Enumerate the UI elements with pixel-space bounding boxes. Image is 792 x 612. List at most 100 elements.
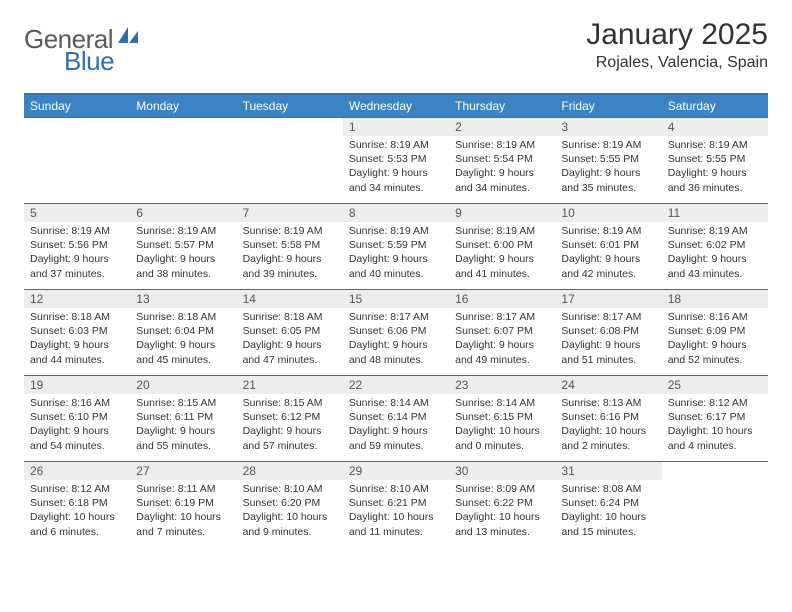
day-detail-line: Daylight: 9 hours [136, 424, 230, 438]
day-detail-line: and 49 minutes. [455, 353, 549, 367]
calendar-week-row: 1Sunrise: 8:19 AMSunset: 5:53 PMDaylight… [24, 118, 768, 204]
day-detail-line: Sunset: 6:18 PM [30, 496, 124, 510]
day-number: 3 [555, 118, 661, 136]
day-detail-line: Sunset: 6:14 PM [349, 410, 443, 424]
day-details: Sunrise: 8:16 AMSunset: 6:10 PMDaylight:… [24, 394, 130, 457]
calendar-week-row: 26Sunrise: 8:12 AMSunset: 6:18 PMDayligh… [24, 462, 768, 548]
day-details: Sunrise: 8:18 AMSunset: 6:03 PMDaylight:… [24, 308, 130, 371]
day-detail-line: and 43 minutes. [668, 267, 762, 281]
weekday-header: Saturday [662, 94, 768, 118]
day-details: Sunrise: 8:10 AMSunset: 6:20 PMDaylight:… [237, 480, 343, 543]
day-number: 10 [555, 204, 661, 222]
day-detail-line: Sunrise: 8:15 AM [243, 396, 337, 410]
day-number [130, 118, 236, 136]
day-details: Sunrise: 8:13 AMSunset: 6:16 PMDaylight:… [555, 394, 661, 457]
day-details: Sunrise: 8:17 AMSunset: 6:08 PMDaylight:… [555, 308, 661, 371]
day-detail-line: Sunrise: 8:16 AM [668, 310, 762, 324]
day-detail-line: Sunrise: 8:09 AM [455, 482, 549, 496]
weekday-header: Tuesday [237, 94, 343, 118]
day-number: 24 [555, 376, 661, 394]
day-detail-line: Daylight: 10 hours [243, 510, 337, 524]
day-detail-line: Daylight: 9 hours [243, 424, 337, 438]
calendar-body: 1Sunrise: 8:19 AMSunset: 5:53 PMDaylight… [24, 118, 768, 548]
calendar-day-cell: 28Sunrise: 8:10 AMSunset: 6:20 PMDayligh… [237, 462, 343, 548]
day-detail-line: Sunrise: 8:10 AM [243, 482, 337, 496]
day-details: Sunrise: 8:14 AMSunset: 6:15 PMDaylight:… [449, 394, 555, 457]
day-details: Sunrise: 8:19 AMSunset: 5:54 PMDaylight:… [449, 136, 555, 199]
day-detail-line: Sunset: 6:20 PM [243, 496, 337, 510]
day-detail-line: and 51 minutes. [561, 353, 655, 367]
day-number: 15 [343, 290, 449, 308]
calendar-week-row: 19Sunrise: 8:16 AMSunset: 6:10 PMDayligh… [24, 376, 768, 462]
day-detail-line: Sunrise: 8:19 AM [668, 224, 762, 238]
calendar-table: Sunday Monday Tuesday Wednesday Thursday… [24, 93, 768, 548]
day-details: Sunrise: 8:19 AMSunset: 5:59 PMDaylight:… [343, 222, 449, 285]
day-details: Sunrise: 8:12 AMSunset: 6:18 PMDaylight:… [24, 480, 130, 543]
calendar-day-cell: 12Sunrise: 8:18 AMSunset: 6:03 PMDayligh… [24, 290, 130, 376]
day-detail-line: Sunrise: 8:16 AM [30, 396, 124, 410]
day-number: 28 [237, 462, 343, 480]
day-number: 17 [555, 290, 661, 308]
day-number [237, 118, 343, 136]
day-detail-line: Sunrise: 8:17 AM [349, 310, 443, 324]
day-detail-line: Sunset: 6:15 PM [455, 410, 549, 424]
day-detail-line: Sunrise: 8:18 AM [243, 310, 337, 324]
day-number: 8 [343, 204, 449, 222]
day-number: 2 [449, 118, 555, 136]
day-detail-line: and 35 minutes. [561, 181, 655, 195]
weekday-header: Thursday [449, 94, 555, 118]
calendar-day-cell: 19Sunrise: 8:16 AMSunset: 6:10 PMDayligh… [24, 376, 130, 462]
day-details: Sunrise: 8:19 AMSunset: 6:02 PMDaylight:… [662, 222, 768, 285]
day-details: Sunrise: 8:09 AMSunset: 6:22 PMDaylight:… [449, 480, 555, 543]
day-number: 12 [24, 290, 130, 308]
day-detail-line: Daylight: 10 hours [561, 424, 655, 438]
calendar-day-cell: 22Sunrise: 8:14 AMSunset: 6:14 PMDayligh… [343, 376, 449, 462]
calendar-day-cell: 6Sunrise: 8:19 AMSunset: 5:57 PMDaylight… [130, 204, 236, 290]
logo-text-2: Blue [24, 46, 114, 76]
day-detail-line: Sunrise: 8:08 AM [561, 482, 655, 496]
day-detail-line: Sunset: 5:54 PM [455, 152, 549, 166]
day-detail-line: Daylight: 9 hours [561, 252, 655, 266]
day-detail-line: Daylight: 9 hours [349, 338, 443, 352]
day-detail-line: Daylight: 9 hours [243, 338, 337, 352]
day-number: 5 [24, 204, 130, 222]
calendar-day-cell: 5Sunrise: 8:19 AMSunset: 5:56 PMDaylight… [24, 204, 130, 290]
day-detail-line: Sunset: 6:04 PM [136, 324, 230, 338]
day-detail-line: Sunset: 5:59 PM [349, 238, 443, 252]
calendar-day-cell: 14Sunrise: 8:18 AMSunset: 6:05 PMDayligh… [237, 290, 343, 376]
day-detail-line: Sunset: 6:17 PM [668, 410, 762, 424]
day-detail-line: and 44 minutes. [30, 353, 124, 367]
day-detail-line: Sunset: 6:00 PM [455, 238, 549, 252]
day-detail-line: Sunset: 6:16 PM [561, 410, 655, 424]
day-detail-line: Sunset: 6:09 PM [668, 324, 762, 338]
calendar-day-cell: 29Sunrise: 8:10 AMSunset: 6:21 PMDayligh… [343, 462, 449, 548]
day-detail-line: Sunrise: 8:19 AM [349, 138, 443, 152]
day-detail-line: Sunrise: 8:12 AM [30, 482, 124, 496]
day-number: 25 [662, 376, 768, 394]
calendar-day-cell: 18Sunrise: 8:16 AMSunset: 6:09 PMDayligh… [662, 290, 768, 376]
day-detail-line: Daylight: 10 hours [349, 510, 443, 524]
day-details: Sunrise: 8:19 AMSunset: 5:55 PMDaylight:… [662, 136, 768, 199]
day-detail-line: Daylight: 9 hours [349, 166, 443, 180]
day-detail-line: and 42 minutes. [561, 267, 655, 281]
day-detail-line: Sunrise: 8:19 AM [243, 224, 337, 238]
day-detail-line: Sunrise: 8:17 AM [561, 310, 655, 324]
day-detail-line: Sunset: 6:06 PM [349, 324, 443, 338]
day-detail-line: Daylight: 9 hours [668, 166, 762, 180]
day-detail-line: Sunset: 5:53 PM [349, 152, 443, 166]
day-number [662, 462, 768, 480]
calendar-day-cell: 1Sunrise: 8:19 AMSunset: 5:53 PMDaylight… [343, 118, 449, 204]
day-detail-line: Sunrise: 8:19 AM [349, 224, 443, 238]
day-number: 20 [130, 376, 236, 394]
day-detail-line: Sunset: 6:07 PM [455, 324, 549, 338]
calendar-day-cell: 20Sunrise: 8:15 AMSunset: 6:11 PMDayligh… [130, 376, 236, 462]
day-detail-line: Sunrise: 8:15 AM [136, 396, 230, 410]
day-number: 27 [130, 462, 236, 480]
day-detail-line: Daylight: 10 hours [455, 510, 549, 524]
day-number: 9 [449, 204, 555, 222]
calendar-day-cell: 17Sunrise: 8:17 AMSunset: 6:08 PMDayligh… [555, 290, 661, 376]
day-detail-line: and 34 minutes. [455, 181, 549, 195]
day-details: Sunrise: 8:19 AMSunset: 6:00 PMDaylight:… [449, 222, 555, 285]
day-detail-line: and 7 minutes. [136, 525, 230, 539]
day-details: Sunrise: 8:19 AMSunset: 5:56 PMDaylight:… [24, 222, 130, 285]
